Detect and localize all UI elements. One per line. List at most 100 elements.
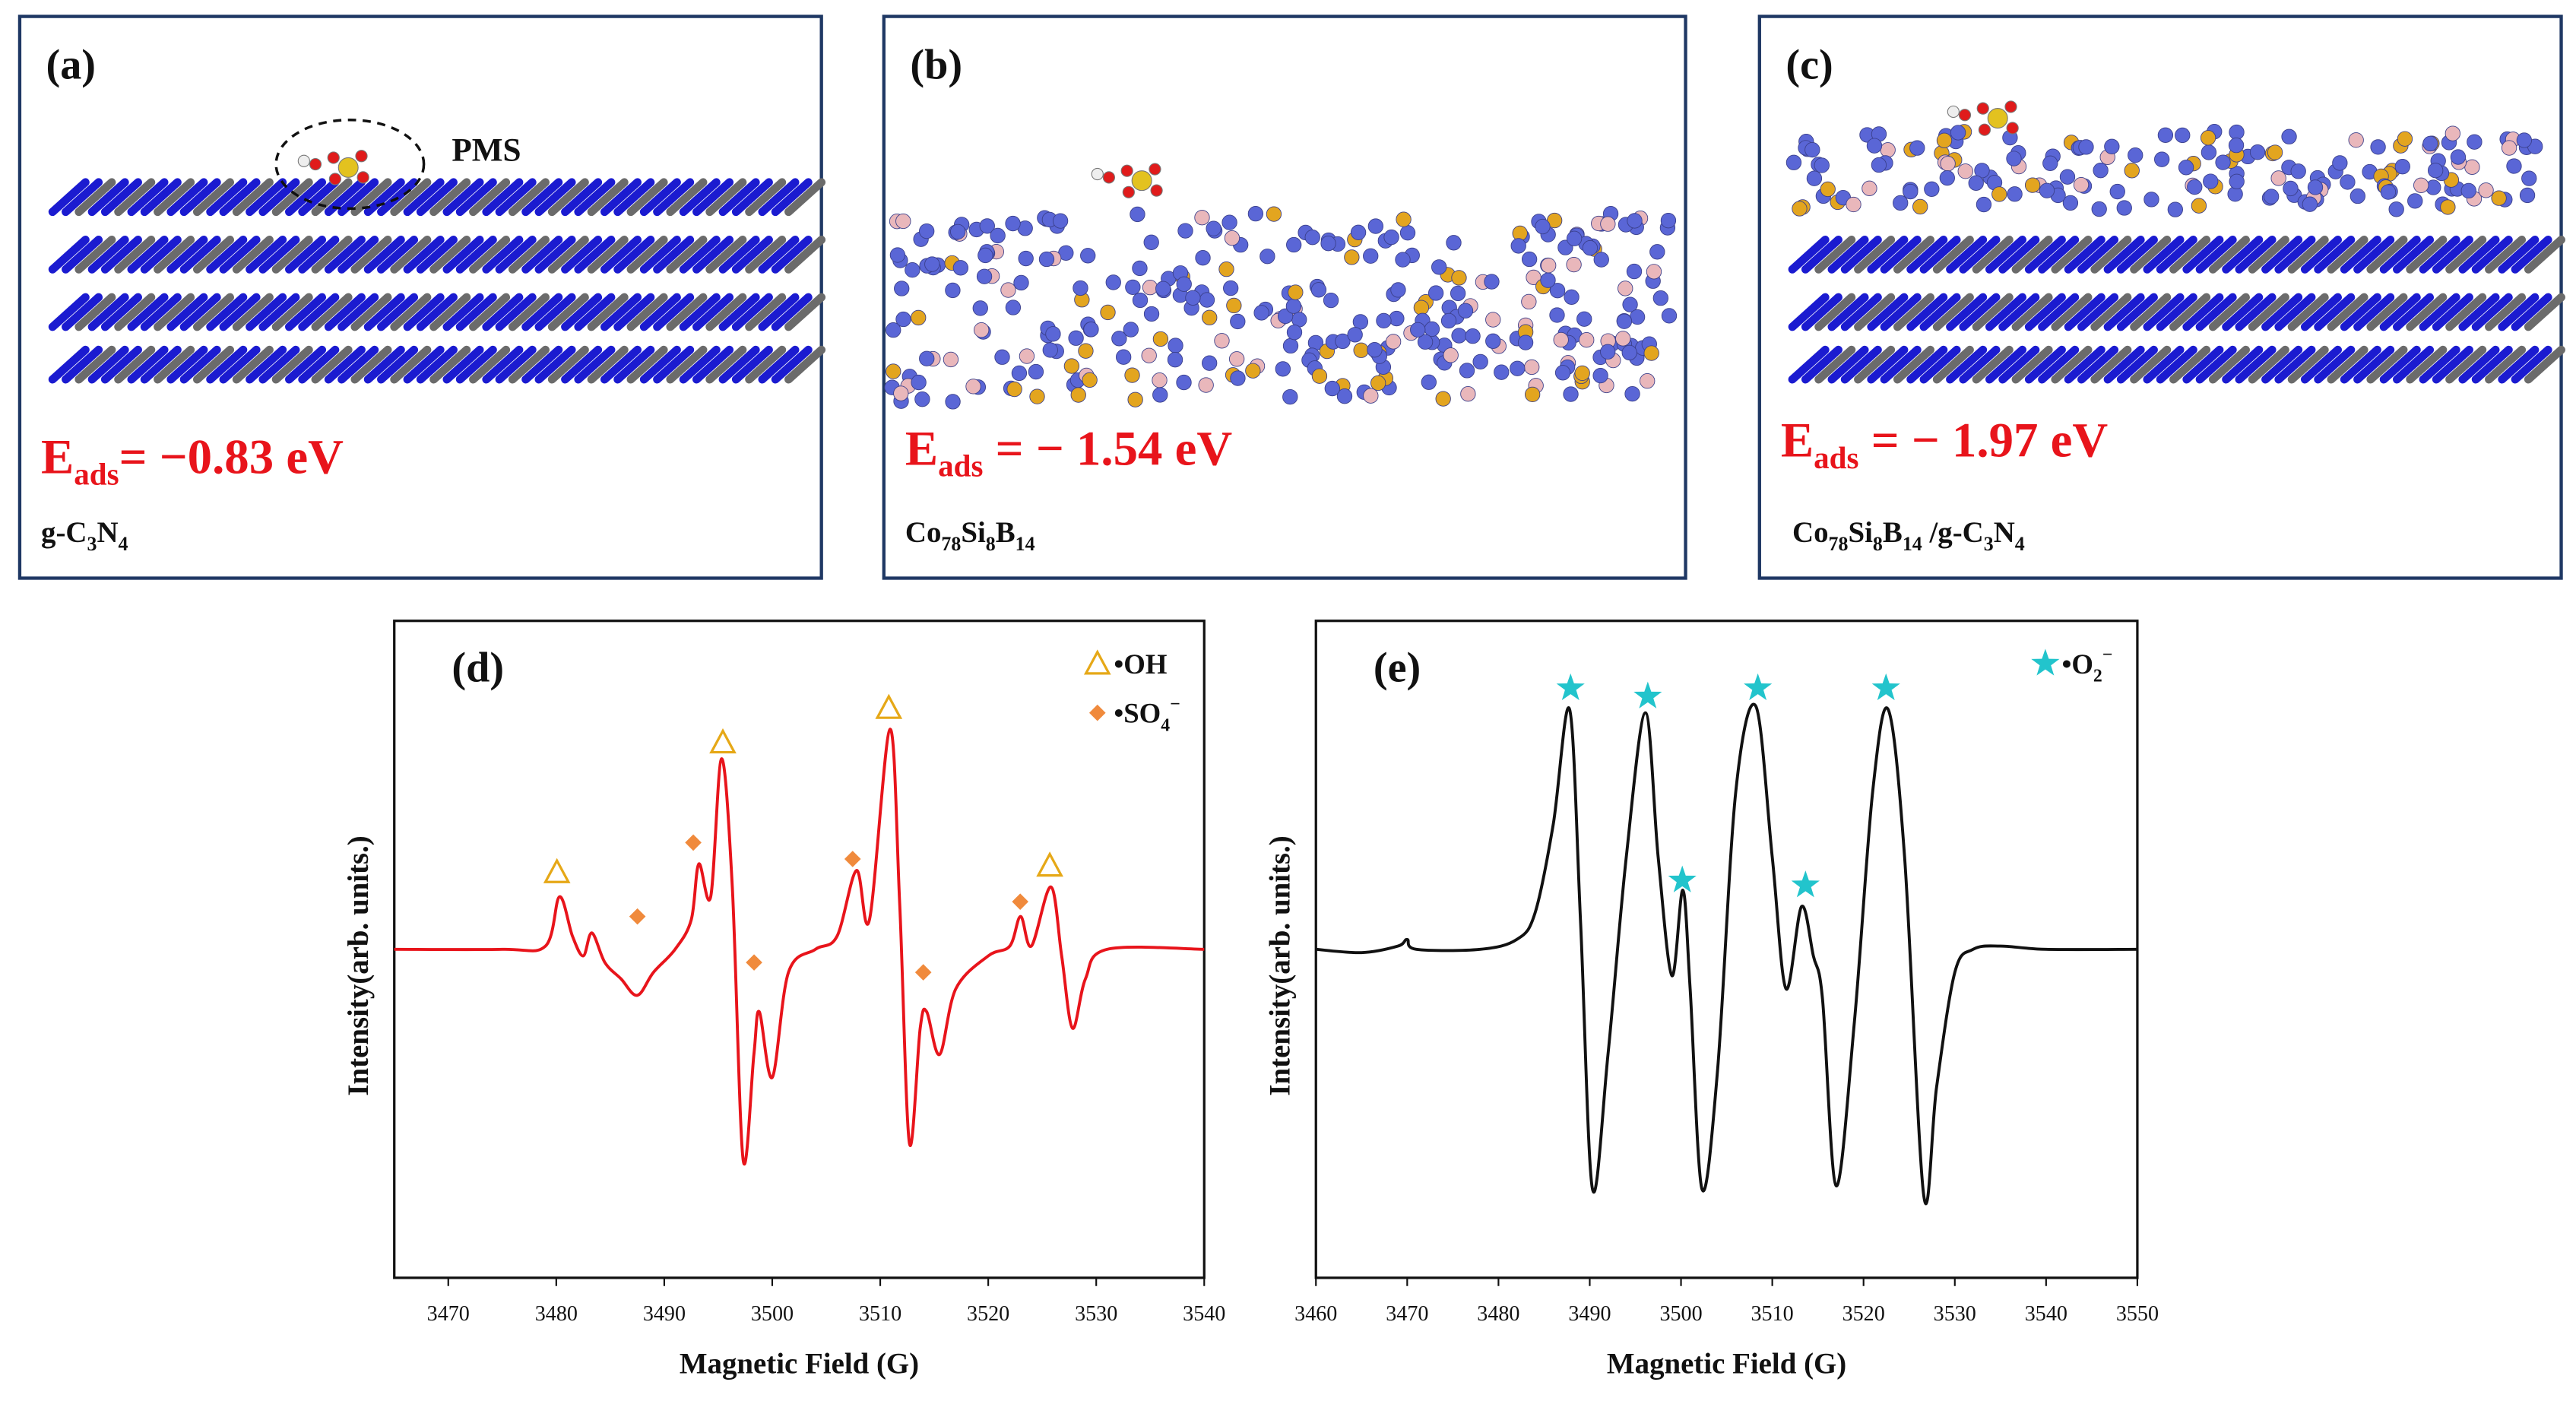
atom-rod [127,345,169,384]
atom [1132,260,1148,277]
atom [886,322,901,338]
formula-text: /g-C [1922,516,1984,549]
structure-panel: PMS (a) Eads= −0.83 eV g-C3N4 [17,14,826,580]
atom-rod [1972,345,2014,384]
atom [2422,135,2438,152]
atom [1376,312,1392,329]
atom-rod [298,236,340,274]
atom [1451,328,1467,344]
atom-rod [2314,345,2356,384]
atom-rod [311,293,353,331]
atom [1228,351,1245,367]
atom [895,213,911,230]
pms-atom [1122,185,1135,198]
atom-rod [166,236,208,274]
formula-subscript: 3 [1984,533,1994,555]
atom [1323,292,1339,309]
atom-rod [1998,236,2040,274]
atom [1646,264,1662,280]
atom-rod [2485,293,2527,331]
atom [2349,188,2365,204]
atom-rod [2103,236,2145,274]
atom [2370,139,2386,155]
atom [2104,138,2120,154]
atom [1052,213,1069,229]
x-tick-label: 3540 [1183,1302,1225,1326]
atom-rod [600,178,642,217]
atom-rod [390,178,432,217]
atom [1457,303,1474,319]
atom [1167,352,1183,368]
pms-atom [355,150,368,163]
atom [889,247,906,263]
x-tick-label: 3460 [1294,1302,1337,1326]
atom [1286,325,1303,341]
atom-rod [718,178,760,217]
x-tick-label: 3530 [1934,1302,1976,1326]
atom-rod [758,236,800,274]
peak-marker [1556,673,1585,701]
atom-rod [758,178,800,217]
atom-rod [258,345,300,384]
x-tick-label: 3520 [1842,1302,1885,1326]
atom [1417,334,1434,350]
peak-marker [2031,648,2060,676]
structure-panel: (c) Eads = − 1.97 eV Co78Si8B14 /g-C3N4 [1757,14,2565,580]
atom-rod [2458,345,2500,384]
atom-rod [232,293,274,331]
atom-rod [2064,345,2105,384]
atom [1566,256,1582,273]
atom [1451,270,1467,286]
energy-subscript: ads [74,456,119,491]
atom-rod [246,236,287,274]
atom-rod [574,293,616,331]
atom-rod [2143,236,2185,274]
atom-rod [140,178,182,217]
atom [1152,387,1168,403]
atom-rod [745,178,787,217]
atom-rod [639,345,681,384]
atom-rod [745,293,787,331]
atom-rod [246,345,287,384]
atom-rod [469,293,511,331]
atom-rod [2524,236,2565,274]
atom-rod [731,345,773,384]
pms-atom [1958,109,1972,122]
atom-rod [653,178,695,217]
atom-rod [2130,345,2172,384]
atom-rod [114,236,156,274]
atom-rod [639,178,681,217]
atom-rod [705,293,747,331]
atom [1974,163,1990,179]
atom [2460,182,2476,199]
atom [1540,272,1556,288]
x-axis-label: Magnetic Field (G) [1607,1347,1846,1380]
peak-marker [1633,681,1662,708]
peak-marker [709,728,737,754]
atom [1029,388,1045,404]
atom [1389,310,1405,327]
atom [1068,330,1084,346]
formula-subscript: 78 [941,533,961,555]
pms-atom [337,157,359,178]
formula-subscript: 4 [119,533,128,555]
atom [894,281,910,296]
atom-rod [1932,293,1974,331]
atom [1991,186,2007,202]
atom-rod [2511,236,2552,274]
atom-rod [74,345,116,384]
atom-rod [324,236,366,274]
atom-rod [2235,293,2277,331]
atom-rod [2353,236,2395,274]
atom-rod [784,178,826,217]
atom-rod [534,293,576,331]
atom-rod [1985,236,2027,274]
atom-rod [2471,236,2513,274]
atom [2467,134,2483,150]
atom-rod [2498,293,2540,331]
atom-rod [114,293,156,331]
atom [1363,388,1379,404]
atom-rod [154,345,195,384]
atom-rod [469,236,511,274]
